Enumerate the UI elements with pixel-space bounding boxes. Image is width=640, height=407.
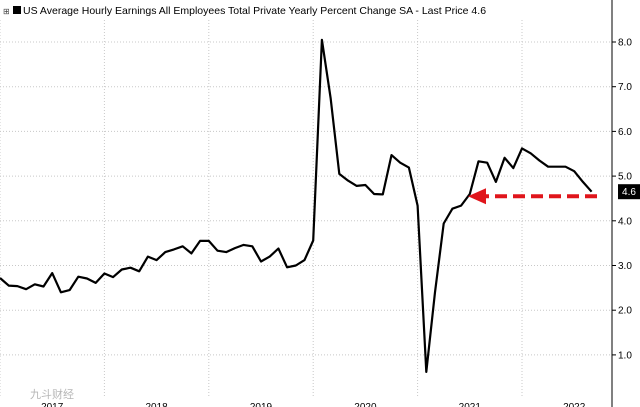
chart-title: US Average Hourly Earnings All Employees… (23, 5, 486, 17)
y-tick-label: 6.0 (618, 127, 632, 138)
y-tick-label: 8.0 (618, 38, 632, 49)
y-axis-ticks: 1.0 2.0 3.0 4.0 5.0 6.0 7.0 8.0 (612, 38, 632, 361)
watermark-text: 九斗财经 (30, 387, 74, 401)
legend-background (0, 0, 422, 20)
legend-marker-icon: ⊞ (3, 7, 10, 16)
x-axis-ticks: 2017 2018 2019 2020 2021 2022 (41, 402, 586, 407)
x-tick-label: 2021 (459, 402, 482, 407)
y-tick-label: 1.0 (618, 350, 632, 361)
y-tick-label: 2.0 (618, 306, 632, 317)
x-tick-label: 2020 (354, 402, 377, 407)
x-tick-label: 2019 (250, 402, 273, 407)
red-dashed-arrow (468, 188, 597, 205)
chart-legend: ⊞ US Average Hourly Earnings All Employe… (0, 0, 486, 20)
y-tick-label: 3.0 (618, 261, 632, 272)
x-tick-label: 2017 (41, 402, 64, 407)
y-tick-label: 4.0 (618, 216, 632, 227)
legend-swatch-icon (13, 6, 21, 14)
vertical-gridlines (0, 20, 523, 398)
x-tick-label: 2022 (563, 402, 586, 407)
last-price-value: 4.6 (622, 187, 636, 198)
y-tick-label: 7.0 (618, 82, 632, 93)
earnings-series-line (0, 38, 593, 373)
horizontal-gridlines (0, 41, 612, 356)
y-tick-label: 5.0 (618, 172, 632, 183)
x-tick-label: 2018 (145, 402, 168, 407)
last-price-badge: 4.6 (618, 184, 640, 200)
arrow-head (468, 188, 486, 205)
